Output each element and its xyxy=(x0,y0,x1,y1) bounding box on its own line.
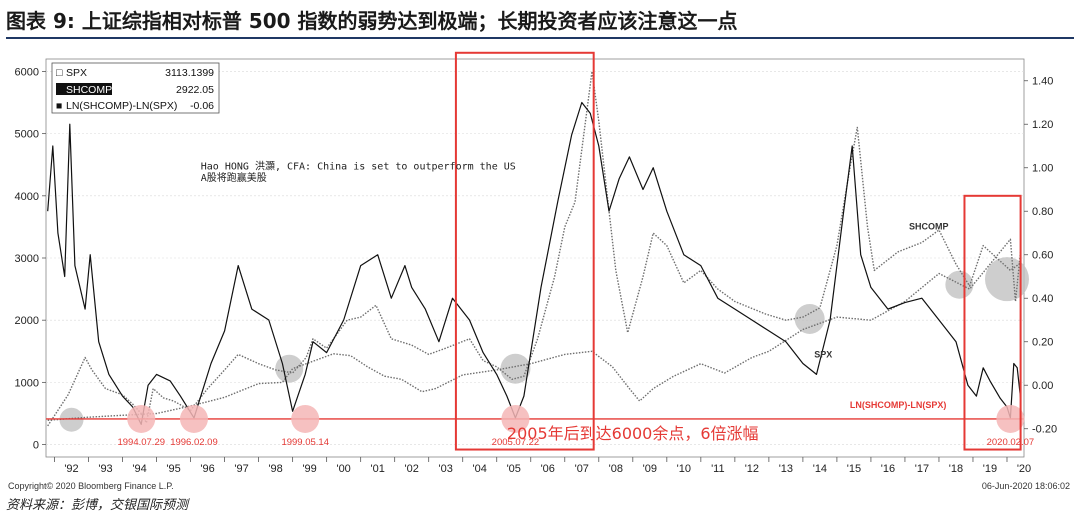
left-tick-label: 1000 xyxy=(15,377,39,389)
x-tick-label: '10 xyxy=(677,463,691,475)
x-tick-label: '02 xyxy=(405,463,419,475)
x-tick-label: '98 xyxy=(268,463,282,475)
x-tick-label: '09 xyxy=(643,463,657,475)
right-tick-label: 0.60 xyxy=(1032,250,1053,262)
legend-name-ratio: LN(SHCOMP)-LN(SPX) xyxy=(66,100,177,112)
chart: 0 1000 2000 3000 4000 5000 6000 -0.20 0.00 0.20 0… xyxy=(8,51,1070,491)
series-label: SPX xyxy=(814,350,832,360)
x-tick-label: '93 xyxy=(98,463,112,475)
grey-circle xyxy=(500,353,531,384)
timestamp: 06-Jun-2020 18:06:02 xyxy=(982,481,1070,491)
x-tick-label: '00 xyxy=(336,463,350,475)
x-tick-label: '94 xyxy=(132,463,146,475)
legend-value-ratio: -0.06 xyxy=(190,100,214,112)
grey-circle xyxy=(59,407,84,432)
legend-marker-shcomp: □ xyxy=(56,84,63,96)
right-tick-label: 0.40 xyxy=(1032,293,1053,305)
red-circle-date: 2020.02.07 xyxy=(987,437,1035,448)
x-tick-label: '16 xyxy=(881,463,895,475)
legend-marker-spx: □ xyxy=(56,67,63,79)
note-line-1: Hao HONG 洪灝, CFA: China is set to outper… xyxy=(201,161,516,173)
x-tick-label: '03 xyxy=(439,463,453,475)
red-circle xyxy=(501,404,530,433)
left-tick-label: 3000 xyxy=(15,253,39,265)
red-circle xyxy=(996,404,1025,433)
series-labels: SHCOMP SPX LN(SHCOMP)-LN(SPX) xyxy=(814,221,948,410)
left-tick-label: 6000 xyxy=(15,66,39,78)
right-tick-label: -0.20 xyxy=(1032,424,1057,436)
legend: □ SPX 3113.1399 □ SHCOMP 2922.05 ■ LN(SH… xyxy=(51,62,220,114)
red-circle-date: 2005.07.22 xyxy=(492,437,540,448)
red-circle xyxy=(291,404,320,433)
grid xyxy=(46,71,1024,445)
copyright: Copyright© 2020 Bloomberg Finance L.P. xyxy=(8,481,174,491)
legend-marker-ratio: ■ xyxy=(56,100,62,112)
right-tick-label: 1.00 xyxy=(1032,163,1053,175)
x-tick-label: '06 xyxy=(541,463,555,475)
red-circles: 1994.07.29 1996.02.09 1999.05.14 2005.07.22… xyxy=(117,404,1035,448)
right-axis: -0.20 0.00 0.20 0.40 0.60 0.80 1.00 1.20 1.40 xyxy=(1024,76,1057,436)
x-tick-label: '20 xyxy=(1017,463,1031,475)
red-circle-date: 1994.07.29 xyxy=(117,437,165,448)
x-tick-label: '95 xyxy=(166,463,180,475)
x-tick-label: '17 xyxy=(915,463,929,475)
highlight-box xyxy=(963,194,1022,451)
red-circle-date: 1999.05.14 xyxy=(281,437,329,448)
red-circle xyxy=(127,404,156,433)
x-tick-label: '04 xyxy=(473,463,487,475)
x-tick-label: '12 xyxy=(745,463,759,475)
left-axis: 0 1000 2000 3000 4000 5000 6000 xyxy=(15,66,46,452)
x-tick-label: '18 xyxy=(949,463,963,475)
right-tick-label: 1.40 xyxy=(1032,76,1053,88)
legend-highlight xyxy=(56,83,112,95)
note: Hao HONG 洪灝, CFA: China is set to outper… xyxy=(201,161,516,184)
grey-circle xyxy=(275,354,304,383)
right-tick-label: 0.80 xyxy=(1032,206,1053,218)
left-tick-label: 2000 xyxy=(15,315,39,327)
legend-value-spx: 3113.1399 xyxy=(165,67,214,79)
legend-name-spx: SPX xyxy=(66,67,87,79)
series-label: LN(SHCOMP)-LN(SPX) xyxy=(850,400,947,410)
left-tick-label: 4000 xyxy=(15,191,39,203)
right-tick-label: 0.00 xyxy=(1032,380,1053,392)
red-circle-date: 1996.02.09 xyxy=(170,437,218,448)
highlight-boxes xyxy=(454,51,1022,451)
left-tick-label: 0 xyxy=(33,440,39,452)
annotation-text: 2005年后到达6000余点，6倍涨幅 xyxy=(507,424,759,443)
x-tick-label: '13 xyxy=(779,463,793,475)
note-line-2: A股将跑赢美股 xyxy=(201,171,267,184)
x-tick-label: '19 xyxy=(983,463,997,475)
grey-circles xyxy=(59,257,1029,432)
grey-circle xyxy=(794,303,825,334)
x-tick-label: '07 xyxy=(575,463,589,475)
right-tick-label: 0.20 xyxy=(1032,337,1053,349)
x-tick-label: '97 xyxy=(234,463,248,475)
legend-name-shcomp: SHCOMP xyxy=(66,84,112,96)
grey-circle xyxy=(945,270,974,299)
x-tick-label: '99 xyxy=(302,463,316,475)
right-tick-label: 1.20 xyxy=(1032,119,1053,131)
series-line-shcomp xyxy=(47,70,1022,427)
highlight-box xyxy=(454,51,595,451)
x-axis: '92 '93 '94 '95 '96 '97 '98 '99 '00 '01 '02 '03 '04 '… xyxy=(54,457,1031,475)
x-tick-label: '14 xyxy=(813,463,827,475)
red-circle xyxy=(179,404,208,433)
x-tick-label: '05 xyxy=(507,463,521,475)
grey-circle xyxy=(984,257,1029,302)
legend-value-shcomp: 2922.05 xyxy=(176,84,214,96)
source-note: 资料来源：彭博，交银国际预测 xyxy=(6,498,189,513)
x-tick-label: '96 xyxy=(200,463,214,475)
x-tick-label: '11 xyxy=(711,463,725,475)
x-tick-label: '15 xyxy=(847,463,861,475)
x-tick-label: '92 xyxy=(64,463,78,475)
x-tick-label: '01 xyxy=(370,463,384,475)
left-tick-label: 5000 xyxy=(15,129,39,141)
page-title: 图表 9: 上证综指相对标普 500 指数的弱势达到极端；长期投资者应该注意这一… xyxy=(6,9,738,33)
series-label: SHCOMP xyxy=(909,221,949,231)
x-tick-label: '08 xyxy=(609,463,623,475)
title-underline xyxy=(6,37,1074,39)
